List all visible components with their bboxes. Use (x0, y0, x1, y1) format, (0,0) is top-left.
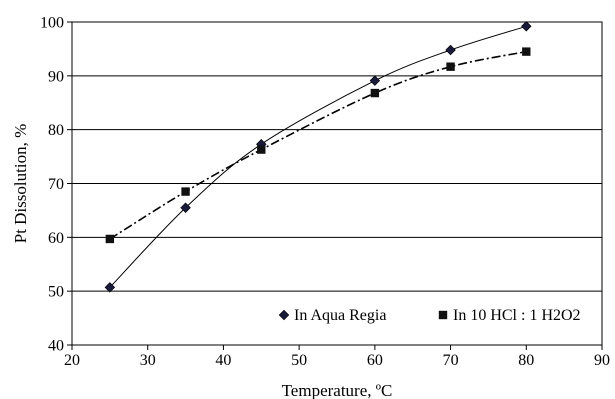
y-tick-label: 100 (40, 15, 64, 32)
y-tick-label: 60 (48, 230, 64, 247)
x-tick-label: 60 (367, 352, 383, 369)
data-point-series-0 (180, 202, 191, 213)
x-tick-label: 90 (594, 352, 610, 369)
x-tick-label: 50 (291, 352, 307, 369)
x-tick-label: 70 (443, 352, 459, 369)
data-point-series-0 (521, 21, 532, 32)
gridlines (72, 21, 602, 346)
data-point-series-1 (522, 47, 531, 56)
y-ticks: 40 50 60 70 80 90 100 (40, 15, 72, 355)
legend-square-icon (438, 310, 448, 320)
x-tick-label: 30 (140, 352, 156, 369)
legend-marker-aqua-regia (278, 309, 290, 321)
data-point-series-0 (369, 75, 381, 86)
x-axis-label: Temperature, ºC (282, 381, 393, 399)
y-axis-label: Pt Dissolution, % (11, 124, 30, 244)
y-tick-label: 40 (48, 338, 64, 355)
data-point-series-1 (181, 187, 190, 196)
data-point-series-0 (445, 44, 456, 56)
series-markers (104, 21, 532, 293)
data-point-series-1 (370, 88, 380, 98)
data-point-series-1 (105, 234, 115, 244)
y-tick-label: 70 (48, 176, 64, 193)
legend-label-aqua-regia: In Aqua Regia (294, 307, 386, 324)
series-lines (109, 25, 527, 288)
x-tick-label: 80 (518, 352, 534, 369)
data-point-series-1 (257, 145, 266, 154)
x-tick-label: 20 (64, 352, 80, 369)
data-point-series-1 (446, 62, 455, 71)
y-tick-label: 90 (48, 68, 64, 85)
series-line-1 (109, 50, 527, 240)
x-tick-label: 40 (215, 352, 231, 369)
legend: In Aqua Regia In 10 HCl : 1 H2O2 (278, 307, 581, 324)
y-tick-label: 50 (48, 284, 64, 301)
data-point-series-0 (104, 282, 116, 293)
legend-diamond-icon (278, 309, 290, 321)
y-tick-label: 80 (48, 122, 64, 139)
legend-label-hcl-h2o2: In 10 HCl : 1 H2O2 (453, 307, 581, 324)
x-ticks: 20 30 40 50 60 70 80 90 (64, 345, 610, 369)
legend-marker-hcl-h2o2 (438, 310, 448, 320)
series-line-0 (109, 25, 527, 288)
